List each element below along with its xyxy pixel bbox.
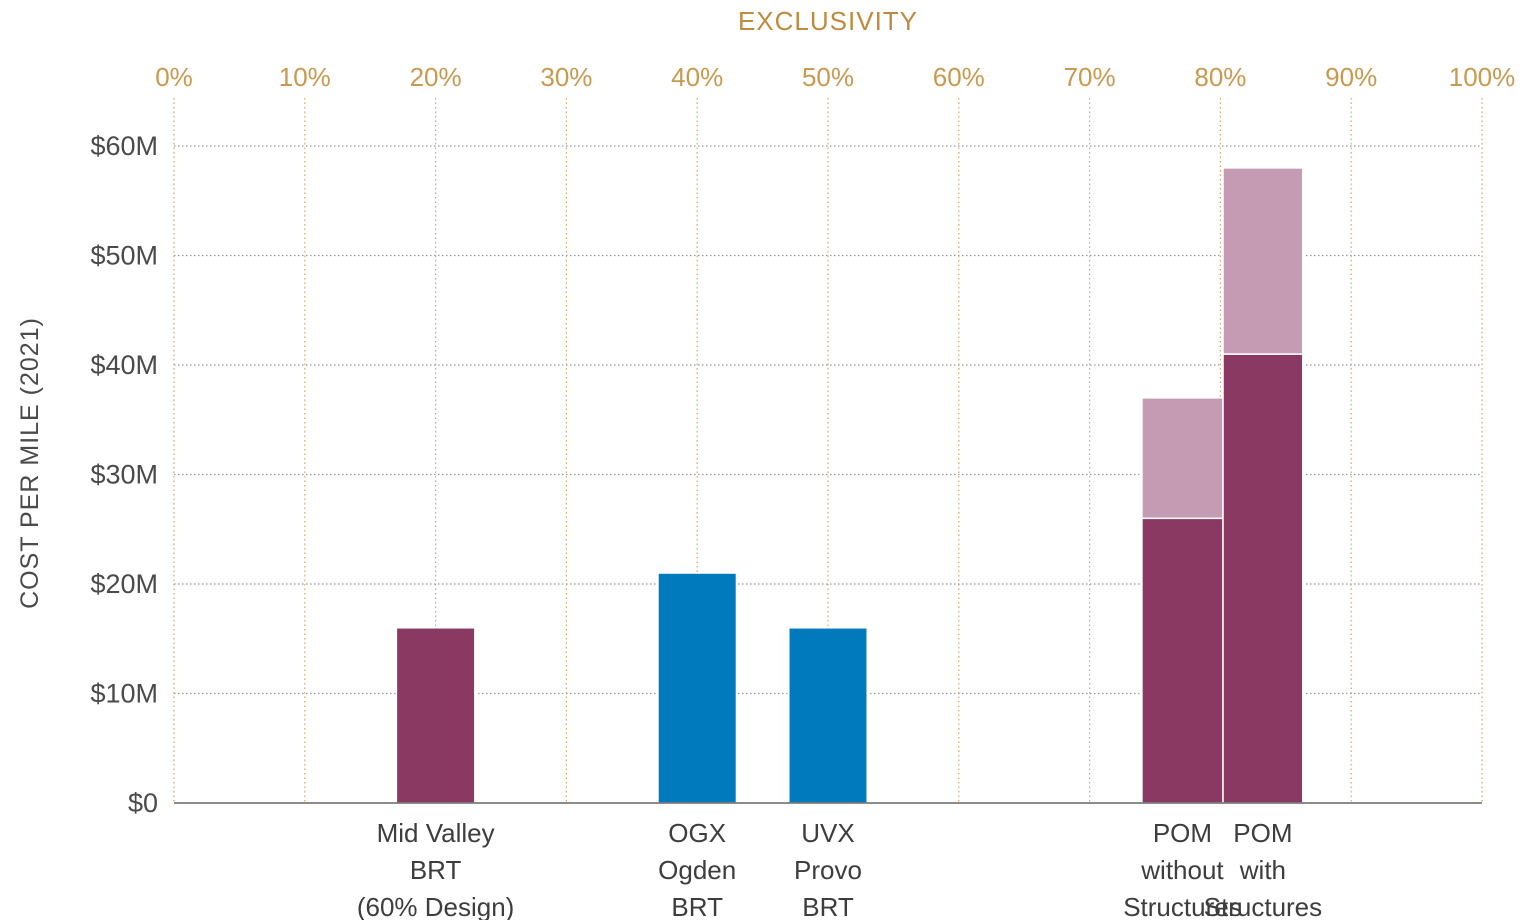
top-tick-label: 70% <box>1064 62 1116 92</box>
category-label: Structures <box>1123 892 1242 920</box>
category-label: BRT <box>410 855 462 885</box>
y-tick-label: $20M <box>90 569 158 599</box>
category-label: OGX <box>668 818 726 848</box>
bar-segment <box>1222 353 1304 804</box>
category-label: with <box>1239 855 1286 885</box>
bar-segment <box>395 627 476 804</box>
bar-segment <box>1141 397 1224 520</box>
vertical-gridlines <box>173 98 1483 803</box>
top-tick-label: 80% <box>1194 62 1246 92</box>
category-label: without <box>1140 855 1224 885</box>
category-labels: Mid Valley BRT (60% Design) OGX Ogden BRT UVX P… <box>357 818 1322 920</box>
y-tick-label: $50M <box>90 241 158 271</box>
top-tick-label: 50% <box>802 62 854 92</box>
bars <box>395 167 1304 804</box>
category-label: BRT <box>802 892 854 920</box>
category-label: Mid Valley <box>377 818 495 848</box>
top-tick-label: 20% <box>410 62 462 92</box>
category-label: POM <box>1153 818 1212 848</box>
category-label: (60% Design) <box>357 892 515 920</box>
category-label: Ogden <box>658 855 736 885</box>
category-label: Provo <box>794 855 862 885</box>
bar-segment <box>1222 167 1304 355</box>
y-tick-label: $10M <box>90 679 158 709</box>
bar-segment <box>1141 517 1224 804</box>
category-label: Structures <box>1204 892 1323 920</box>
category-label: POM <box>1233 818 1292 848</box>
y-axis-ticks: $0 $10M $20M $30M $40M $50M $60M <box>90 131 158 818</box>
top-axis-ticks: 0% 10% 20% 30% 40% 50% 60% 70% 80% 90% 100% <box>155 62 1515 92</box>
top-axis-title: EXCLUSIVITY <box>738 6 918 36</box>
y-tick-label: $0 <box>128 788 158 818</box>
top-tick-label: 90% <box>1325 62 1377 92</box>
y-tick-label: $40M <box>90 350 158 380</box>
bar-segment <box>788 627 868 804</box>
category-label: BRT <box>671 892 723 920</box>
top-tick-label: 40% <box>671 62 723 92</box>
y-tick-label: $30M <box>90 460 158 490</box>
top-tick-label: 0% <box>155 62 193 92</box>
top-tick-label: 30% <box>540 62 592 92</box>
bar-segment <box>657 572 738 804</box>
y-axis-title: COST PER MILE (2021) <box>16 317 44 609</box>
y-tick-label: $60M <box>90 131 158 161</box>
category-label: UVX <box>801 818 854 848</box>
top-tick-label: 60% <box>933 62 985 92</box>
top-tick-label: 10% <box>279 62 331 92</box>
top-tick-label: 100% <box>1449 62 1516 92</box>
